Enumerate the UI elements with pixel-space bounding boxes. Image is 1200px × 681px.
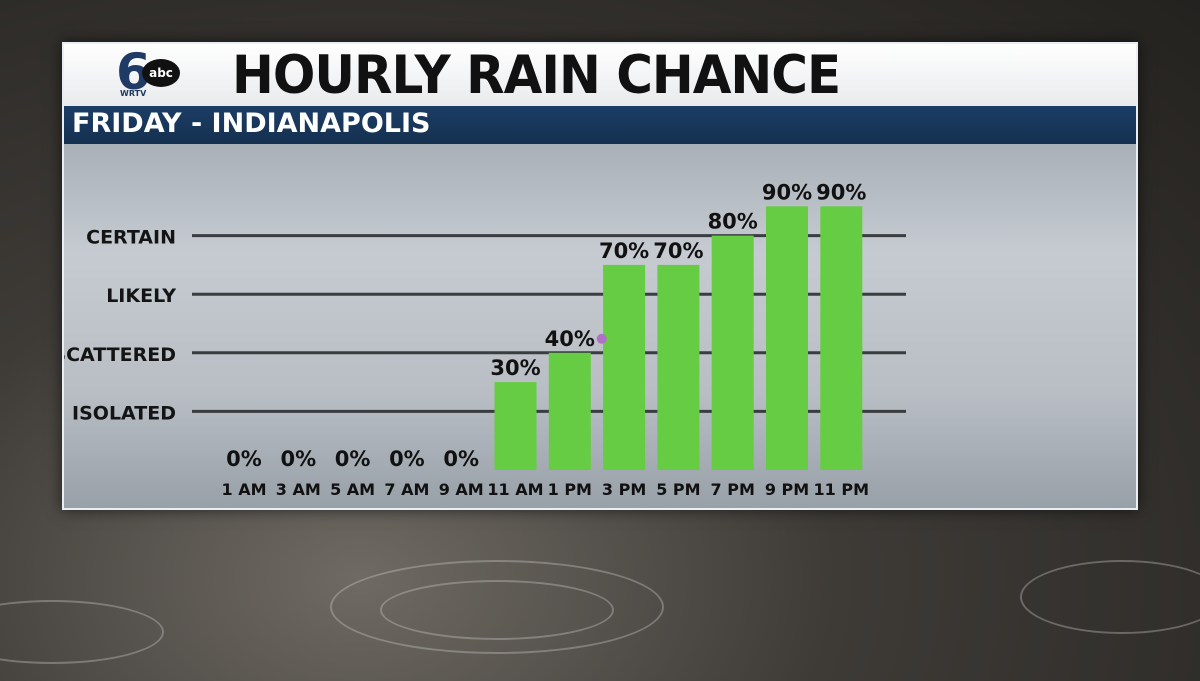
value-label: 70%: [653, 239, 703, 263]
forecast-panel: 6 abc WRTV HOURLY RAIN CHANCE FRIDAY - I…: [62, 42, 1138, 510]
bar-chart: CERTAIN LIKELY SCATTERED ISOLATED 0% 1 AM 0% 3 …: [64, 180, 906, 499]
value-label: 40%: [545, 327, 595, 351]
logo-callsign: WRTV: [120, 89, 147, 98]
value-label: 0%: [389, 447, 425, 471]
title-bar: 6 abc WRTV HOURLY RAIN CHANCE: [64, 44, 1136, 106]
bar: [820, 206, 863, 471]
value-label: 0%: [226, 447, 262, 471]
value-label: 0%: [280, 447, 316, 471]
value-label: 80%: [708, 210, 758, 234]
reference-label: SCATTERED: [64, 344, 176, 366]
background-ripple: [380, 580, 614, 640]
category-label: 9 AM: [439, 480, 484, 499]
value-label: 90%: [816, 180, 866, 204]
reference-label: CERTAIN: [86, 227, 176, 249]
category-label: 7 PM: [711, 480, 755, 499]
category-label: 11 PM: [814, 480, 869, 499]
value-label: 90%: [762, 180, 812, 204]
station-logo: 6 abc WRTV: [114, 44, 194, 103]
bar: [711, 235, 754, 470]
bar: [603, 264, 646, 470]
bar: [766, 206, 808, 471]
reference-label: LIKELY: [106, 285, 176, 307]
reference-label: ISOLATED: [72, 402, 176, 424]
background-ripple: [0, 600, 164, 664]
value-label: 70%: [599, 239, 649, 263]
chart-title: HOURLY RAIN CHANCE: [232, 44, 841, 106]
bar: [494, 382, 537, 470]
category-label: 3 PM: [602, 480, 646, 499]
category-label: 1 PM: [548, 480, 592, 499]
category-label: 3 AM: [276, 480, 321, 499]
background-ripple: [330, 560, 664, 654]
marker-dot: [596, 333, 607, 344]
category-label: 9 PM: [765, 480, 809, 499]
value-label: 0%: [335, 447, 371, 471]
category-label: 1 AM: [221, 480, 266, 499]
category-label: 7 AM: [384, 480, 429, 499]
subtitle-bar: FRIDAY - INDIANAPOLIS: [64, 106, 1136, 144]
chart-subtitle: FRIDAY - INDIANAPOLIS: [72, 108, 431, 139]
labels: CERTAIN LIKELY SCATTERED ISOLATED 0% 1 AM 0% 3 …: [64, 180, 869, 499]
logo-network: abc: [142, 59, 180, 87]
category-label: 11 AM: [487, 480, 543, 499]
bar: [548, 352, 591, 470]
category-label: 5 PM: [656, 480, 700, 499]
background-ripple: [1020, 560, 1200, 634]
category-label: 5 AM: [330, 480, 375, 499]
bar: [657, 264, 700, 470]
value-label: 0%: [443, 447, 479, 471]
bars: [494, 206, 863, 471]
value-label: 30%: [490, 356, 540, 380]
